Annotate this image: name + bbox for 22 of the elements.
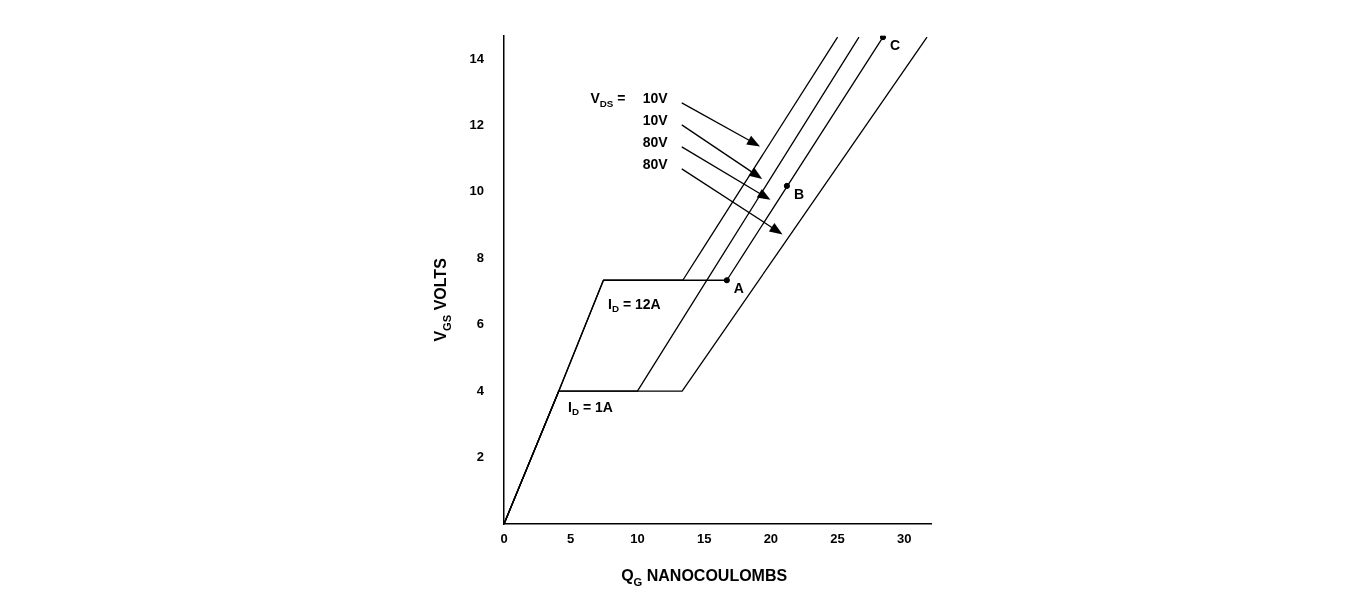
x-tick-label: 20 (763, 531, 779, 547)
y-tick-label: 12 (469, 117, 484, 133)
x-tick-label: 30 (897, 531, 912, 547)
annotation: C (889, 36, 901, 53)
x-tick-label: 10 (630, 531, 645, 547)
y-axis-title: VGS VOLTS (432, 257, 453, 342)
annotation: 80V (642, 155, 669, 172)
y-tick-label: 8 (476, 249, 484, 265)
annotation: 10V (642, 111, 669, 128)
x-tick-label: 0 (500, 531, 508, 547)
annotation: A (733, 280, 744, 297)
x-tick-label: 5 (567, 531, 575, 547)
y-tick-label: 2 (476, 449, 484, 465)
y-tick-label: 6 (476, 316, 484, 332)
annotation: 80V (642, 133, 669, 150)
annotation: B (793, 185, 805, 202)
y-tick-label: 4 (476, 382, 485, 398)
y-tick-label: 14 (469, 50, 485, 66)
y-tick-label: 10 (469, 183, 484, 199)
annotation: 10V (642, 89, 669, 106)
x-tick-label: 15 (696, 531, 712, 547)
x-tick-label: 25 (830, 531, 845, 547)
